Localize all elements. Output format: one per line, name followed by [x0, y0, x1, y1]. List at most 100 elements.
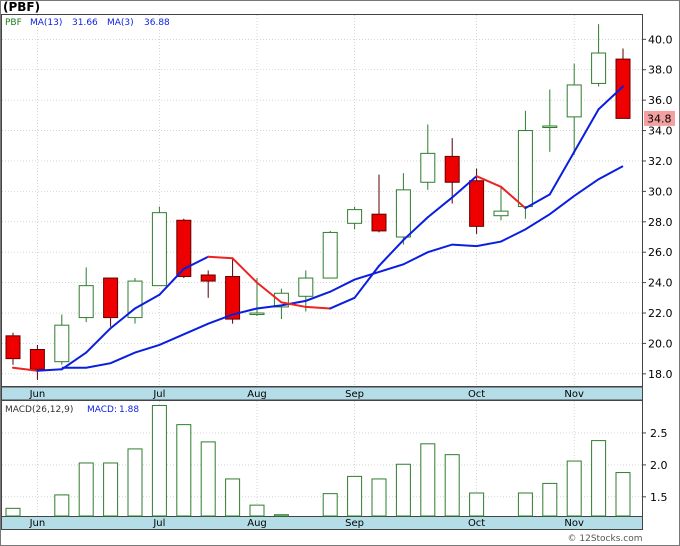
candle-body [5, 335, 21, 360]
price-y-tick-label: 20.0 [648, 337, 673, 350]
macd-bar [444, 454, 460, 517]
candle-body [444, 155, 460, 183]
legend-ma3-value: 36.88 [144, 18, 170, 28]
macd-bar [5, 507, 21, 517]
price-x-tick-label: Jul [152, 389, 165, 400]
ma3-segment [475, 175, 502, 188]
candle-body [298, 277, 314, 297]
ma3-segment [378, 239, 405, 267]
price-y-tick-label: 28.0 [648, 216, 673, 229]
candle-body [591, 52, 607, 84]
macd-bar [176, 424, 192, 517]
macd-bar [151, 404, 167, 517]
macd-x-tick-label: Jul [152, 518, 165, 529]
candle-up [127, 278, 143, 324]
candle-body [127, 280, 143, 319]
ma3-segment [207, 255, 234, 260]
macd-bar [347, 475, 363, 517]
ma3-segment [158, 267, 185, 296]
macd-x-tick-label: Aug [247, 518, 267, 529]
price-y-tick-label: 34.0 [648, 125, 673, 138]
candle-down [444, 138, 460, 204]
candle-up [347, 206, 363, 230]
moving-average-lines [12, 85, 624, 372]
candle-body [200, 274, 216, 282]
watermark: © 12Stocks.com [568, 534, 643, 544]
candle-body [517, 130, 533, 208]
price-axis-band [1, 386, 643, 401]
macd-bar [54, 494, 70, 517]
ma3-segment [256, 281, 283, 304]
ma3-segment [524, 193, 551, 210]
macd-bar [127, 448, 143, 517]
ma3-segment [402, 216, 429, 242]
price-y-tick-label: 38.0 [648, 64, 673, 77]
candle-body [395, 189, 411, 238]
macd-bar [371, 478, 387, 517]
candle-up [517, 110, 533, 219]
candle-up [249, 278, 265, 317]
candle-body [542, 125, 558, 128]
candle-down [200, 270, 216, 298]
ma3-segment [353, 264, 380, 299]
last-price-label: 34.8 [647, 112, 672, 125]
candle-up [395, 173, 411, 245]
macd-histogram [5, 404, 631, 517]
candle-body [322, 231, 338, 279]
price-y-tick-label: 40.0 [648, 33, 673, 46]
macd-value: 1.88 [119, 405, 139, 415]
candle-up [542, 89, 558, 152]
price-grid [2, 15, 642, 386]
macd-bar [322, 493, 338, 517]
candle-body [54, 324, 70, 363]
candle-up [54, 314, 70, 365]
ma3-segment [573, 108, 600, 153]
price-y-axis: 18.0 20.0 22.0 24.0 26.0 28.0 30.0 32.0 34.0 36.0… [642, 33, 673, 381]
macd-bar [395, 463, 411, 517]
candle-up [151, 206, 167, 287]
ma3-segment [109, 307, 136, 330]
candle-down [29, 344, 45, 380]
ma3-segment [60, 351, 88, 371]
candle-up [493, 186, 509, 221]
candle-down [371, 174, 387, 233]
price-x-tick-label: Oct [468, 389, 485, 400]
candle-down [225, 258, 241, 324]
macd-x-tick-label: Nov [564, 518, 584, 529]
macd-bar [420, 443, 436, 517]
candle-body [566, 84, 582, 118]
macd-y-tick-label: 1.5 [650, 491, 668, 504]
macd-x-tick-label: Jun [29, 518, 46, 529]
price-x-tick-label: Jun [29, 389, 46, 400]
candle-body [469, 180, 485, 227]
macd-bar [566, 460, 582, 517]
candle-body [225, 276, 241, 320]
candle-up [591, 24, 607, 87]
macd-y-tick-label: 2.5 [650, 427, 668, 440]
candle-body [103, 277, 119, 319]
ma3-segment [548, 150, 576, 196]
macd-bar [78, 462, 94, 517]
last-price-box [644, 110, 675, 126]
macd-bar [249, 504, 265, 517]
candle-body [420, 152, 436, 183]
candlestick-series [5, 24, 631, 380]
candle-down [103, 277, 119, 327]
macd-x-axis: Jun Jul Aug Sep Oct Nov [29, 518, 584, 529]
candle-body [249, 312, 265, 316]
chart-title: (PBF) [3, 0, 40, 14]
macd-bar [615, 472, 631, 517]
ma3-segment [12, 366, 39, 372]
ma3-segment [329, 296, 356, 310]
macd-x-tick-label: Sep [345, 518, 364, 529]
macd-value-label: MACD: [87, 405, 117, 415]
candle-up [566, 63, 582, 155]
price-y-tick-label: 22.0 [648, 307, 673, 320]
ma3-segment [304, 305, 332, 310]
last-price-tag: 34.8 [644, 110, 675, 126]
macd-bar [542, 482, 558, 517]
candle-down [469, 168, 485, 234]
price-y-tick-label: 30.0 [648, 185, 673, 198]
